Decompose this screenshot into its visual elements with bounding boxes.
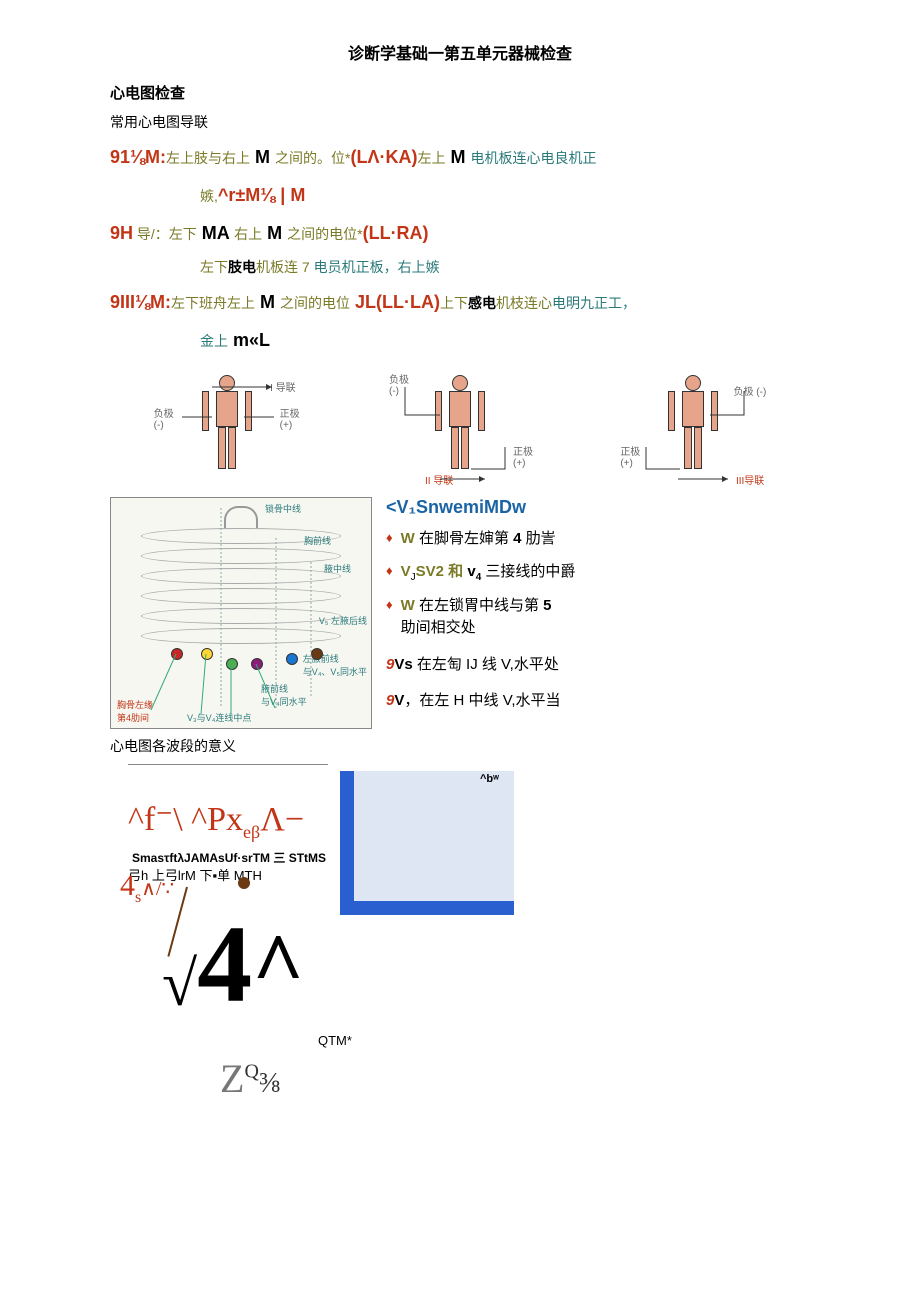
b5-txt: 9V，在左 H 中线 V,水平当 bbox=[386, 690, 561, 713]
l3i-b: m«L bbox=[228, 330, 270, 350]
l3i-a: 金上 bbox=[200, 333, 228, 349]
l1-oa: 左上肢与右上 bbox=[166, 150, 250, 166]
dia-icon: ♦ bbox=[386, 595, 393, 615]
f2-arrows bbox=[385, 369, 535, 489]
bullet-4: 9Vs 在左匋 IJ 线 V,水平处 bbox=[386, 654, 810, 677]
l2-red: 9H bbox=[110, 223, 133, 243]
l3-m: M bbox=[255, 292, 280, 312]
l3-red: 9III⅛M: bbox=[110, 292, 171, 312]
smas-line: SmasτftλJAMAsUf·srTM 三 STtMS bbox=[132, 849, 326, 866]
l3-jl: JL(LL·LA) bbox=[350, 292, 440, 312]
l3-teal: 电明九正工， bbox=[552, 295, 636, 311]
lead1-line: 91⅛M:左上肢与右上 M 之间的。位*(LΛ·KA)左上 M 电机板连心电良机… bbox=[110, 140, 810, 174]
l2-paren: (LL·RA) bbox=[363, 223, 429, 243]
section-ecg: 心电图检查 bbox=[110, 82, 810, 103]
qtm: QTM* bbox=[318, 1033, 352, 1048]
l1-m1: M bbox=[250, 147, 275, 167]
bullet-5: 9V，在左 H 中线 V,水平当 bbox=[386, 690, 810, 713]
bullet-3: ♦ W 在左锁胃中线与第 5助间相交处 bbox=[386, 595, 810, 640]
l1-teal: 电机板连心电良机正 bbox=[470, 150, 596, 166]
l1-paren: (LΛ·KA) bbox=[350, 147, 417, 167]
blue-box bbox=[340, 771, 514, 915]
page-title: 诊断学基础一第五单元器械检查 bbox=[110, 40, 810, 64]
blue-heading: <V₁SnwemiMDw bbox=[386, 497, 810, 518]
body-fig-2: 负极 (-) II 导联 正极 (+) bbox=[385, 369, 535, 489]
divider bbox=[128, 764, 328, 765]
b2-txt: VJSV2 和 v4 三接线的中爵 bbox=[401, 561, 576, 585]
l1i-r: ^r±M⅛ | M bbox=[218, 185, 305, 205]
chest-lines bbox=[111, 498, 371, 728]
f1-arrows bbox=[152, 369, 302, 489]
l1-red: 91⅛M: bbox=[110, 147, 166, 167]
l1i-o: 嫉, bbox=[200, 188, 218, 204]
chest-and-bullets: 锁骨中线 胸前线 腋中线 V₅ 左腋后线 左腋前线 与V₄、V₅同水平 胸骨左缘… bbox=[110, 497, 810, 729]
dia-icon: ♦ bbox=[386, 528, 393, 548]
l3-od: 机枝连心 bbox=[496, 295, 552, 311]
bullets-col: <V₁SnwemiMDw ♦ W 在脚骨左婶第 4 肋訔 ♦ VJSV2 和 v… bbox=[386, 497, 810, 723]
bullet-1: ♦ W 在脚骨左婶第 4 肋訔 bbox=[386, 528, 810, 551]
l2-oa: 导/：左下 bbox=[133, 226, 197, 242]
lead1-indent: 嫉,^r±M⅛ | M bbox=[110, 178, 810, 212]
l1-oc: 左上 bbox=[417, 150, 445, 166]
l3-bold: 感电 bbox=[468, 295, 496, 311]
chest-diagram: 锁骨中线 胸前线 腋中线 V₅ 左腋后线 左腋前线 与V₄、V₅同水平 胸骨左缘… bbox=[110, 497, 372, 729]
f3-arrows bbox=[618, 369, 768, 489]
l2i-b: 肢电 bbox=[228, 259, 256, 275]
l2i-a: 左下 bbox=[200, 259, 228, 275]
body-fig-1: I 导联 负极 (-) 正极 (+) bbox=[152, 369, 302, 489]
l3-oc: 上下 bbox=[440, 295, 468, 311]
l2i-d: 电员机正板，右上嫉 bbox=[310, 259, 440, 275]
b3-txt: W 在左锁胃中线与第 5助间相交处 bbox=[401, 595, 552, 640]
l2i-c: 机板连 7 bbox=[256, 259, 310, 275]
dia-icon: ♦ bbox=[386, 561, 393, 581]
bw-label: ^bʷ bbox=[480, 773, 499, 785]
l2-ma: MA bbox=[197, 223, 234, 243]
ecg-leads-sub: 常用心电图导联 bbox=[110, 109, 810, 136]
l1-ob: 之间的。位* bbox=[275, 150, 350, 166]
bullet-2: ♦ VJSV2 和 v4 三接线的中爵 bbox=[386, 561, 810, 585]
brown-dot bbox=[238, 877, 250, 889]
lead2-indent: 左下肢电机板连 7 电员机正板，右上嫉 bbox=[110, 254, 810, 281]
lead3-line: 9III⅛M:左下班舟左上 M 之间的电位 JL(LL·LA)上下感电机枝连心电… bbox=[110, 285, 810, 319]
l2-ob: 右上 bbox=[234, 226, 262, 242]
sqrt-block: √4^ bbox=[162, 901, 304, 1028]
section-wave: 心电图各波段的意义 bbox=[110, 733, 810, 760]
body-fig-3: 负极 (-) III导联 正极 (+) bbox=[618, 369, 768, 489]
wave-area: ^bʷ ^f⁻\ ^PxeβΛ− SmasτftλJAMAsUf·srTM 三 … bbox=[110, 771, 810, 1111]
l3-oa: 左下班舟左上 bbox=[171, 295, 255, 311]
z-row: ZQ⅜ bbox=[220, 1055, 280, 1102]
lead3-indent: 金上 m«L bbox=[110, 323, 810, 357]
b1-txt: W 在脚骨左婶第 4 肋訔 bbox=[401, 528, 556, 551]
body-figures-row: I 导联 负极 (-) 正极 (+) 负极 (-) II 导联 正极 (+) 负… bbox=[110, 369, 810, 489]
b4-txt: 9Vs 在左匋 IJ 线 V,水平处 bbox=[386, 654, 559, 677]
red-eq: ^f⁻\ ^PxeβΛ− bbox=[128, 799, 304, 843]
lead2-line: 9H 导/：左下 MA 右上 M 之间的电位*(LL·RA) bbox=[110, 216, 810, 250]
l1-m2: M bbox=[445, 147, 470, 167]
l2-oc: 之间的电位* bbox=[287, 226, 362, 242]
l3-ob: 之间的电位 bbox=[280, 295, 350, 311]
l2-m: M bbox=[262, 223, 287, 243]
